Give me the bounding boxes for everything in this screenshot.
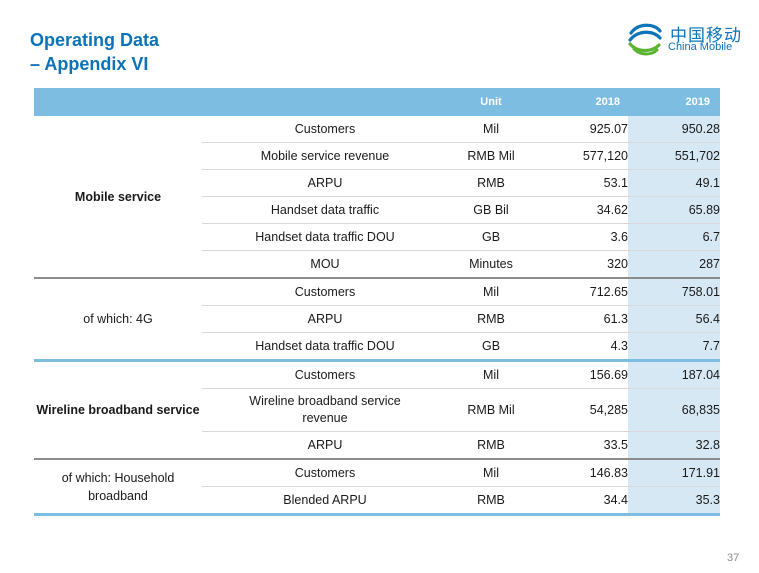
group-label-wireline-broadband: Wireline broadband service xyxy=(34,359,202,460)
value-2019: 551,702 xyxy=(628,142,720,170)
value-2018: 712.65 xyxy=(534,277,628,306)
value-2018: 34.4 xyxy=(534,486,628,516)
value-2019: 950.28 xyxy=(628,116,720,143)
table-header-row: Unit 2018 2019 xyxy=(34,88,720,116)
value-2019: 56.4 xyxy=(628,305,720,333)
unit-cell: Mil xyxy=(448,458,534,487)
metric-label: Handset data traffic DOU xyxy=(202,332,448,361)
unit-cell: Mil xyxy=(448,116,534,143)
value-2019: 32.8 xyxy=(628,431,720,460)
table-row: ARPU RMB 61.3 56.4 xyxy=(34,305,720,333)
table-row: of which: Household broadband Customers … xyxy=(34,458,720,516)
table-row: of which: 4G Customers Mil 712.65 758.01 xyxy=(34,277,720,361)
metric-label: Customers xyxy=(202,277,448,306)
metric-label: Handset data traffic xyxy=(202,196,448,224)
page-title-line1: Operating Data xyxy=(30,30,160,50)
logo-chinese-text: 中国移动 xyxy=(670,26,742,46)
header-2019: 2019 xyxy=(628,88,720,116)
value-2018: 4.3 xyxy=(534,332,628,361)
table-row: Blended ARPU RMB 34.4 35.3 xyxy=(34,486,720,516)
value-2018: 53.1 xyxy=(534,169,628,197)
value-2019: 6.7 xyxy=(628,223,720,251)
table-row: MOU Minutes 320 287 xyxy=(34,250,720,279)
unit-cell: RMB Mil xyxy=(448,388,534,432)
value-2018: 577,120 xyxy=(534,142,628,170)
page-number: 37 xyxy=(727,552,740,564)
value-2019: 65.89 xyxy=(628,196,720,224)
unit-cell: RMB xyxy=(448,486,534,516)
value-2018: 34.62 xyxy=(534,196,628,224)
metric-label: Blended ARPU xyxy=(202,486,448,516)
group-label-household-broadband: of which: Household broadband xyxy=(34,458,202,516)
value-2019: 35.3 xyxy=(628,486,720,516)
header-blank xyxy=(34,88,202,116)
unit-cell: RMB Mil xyxy=(448,142,534,170)
value-2018: 54,285 xyxy=(534,388,628,432)
header-unit: Unit xyxy=(448,88,534,116)
value-2018: 61.3 xyxy=(534,305,628,333)
value-2018: 320 xyxy=(534,250,628,279)
metric-label: ARPU xyxy=(202,431,448,460)
unit-cell: GB xyxy=(448,223,534,251)
metric-label: Customers xyxy=(202,458,448,487)
china-mobile-logo: 中国移动 China Mobile xyxy=(626,19,741,59)
table-row: Wireline broadband service revenue RMB M… xyxy=(34,388,720,432)
table-row: Mobile service Customers Mil 925.07 950.… xyxy=(34,116,720,279)
metric-label: Customers xyxy=(202,359,448,389)
value-2019: 187.04 xyxy=(628,359,720,389)
page-title: Operating Data – Appendix VI xyxy=(30,28,159,76)
unit-cell: Mil xyxy=(448,277,534,306)
table-row: Handset data traffic GB Bil 34.62 65.89 xyxy=(34,196,720,224)
metric-label: Wireline broadband service revenue xyxy=(202,388,448,432)
value-2019: 68,835 xyxy=(628,388,720,432)
unit-cell: GB xyxy=(448,332,534,361)
group-label-4g: of which: 4G xyxy=(34,277,202,361)
table-row: Handset data traffic DOU GB 4.3 7.7 xyxy=(34,332,720,361)
header-2018: 2018 xyxy=(534,88,628,116)
unit-cell: RMB xyxy=(448,305,534,333)
group-label-mobile-service: Mobile service xyxy=(34,116,202,279)
unit-cell: Mil xyxy=(448,359,534,389)
value-2019: 287 xyxy=(628,250,720,279)
metric-label: ARPU xyxy=(202,305,448,333)
value-2019: 49.1 xyxy=(628,169,720,197)
value-2018: 3.6 xyxy=(534,223,628,251)
operating-data-table: Unit 2018 2019 Mobile service Customers … xyxy=(34,88,720,516)
logo-english-text: China Mobile xyxy=(668,41,733,53)
value-2019: 171.91 xyxy=(628,458,720,487)
unit-cell: Minutes xyxy=(448,250,534,279)
unit-cell: GB Bil xyxy=(448,196,534,224)
unit-cell: RMB xyxy=(448,169,534,197)
value-2018: 156.69 xyxy=(534,359,628,389)
table-row: Mobile service revenue RMB Mil 577,120 5… xyxy=(34,142,720,170)
value-2019: 758.01 xyxy=(628,277,720,306)
value-2018: 146.83 xyxy=(534,458,628,487)
unit-cell: RMB xyxy=(448,431,534,460)
value-2018: 925.07 xyxy=(534,116,628,143)
table-row: Wireline broadband service Customers Mil… xyxy=(34,359,720,460)
metric-label: Mobile service revenue xyxy=(202,142,448,170)
header-blank xyxy=(202,88,448,116)
page-title-line2: – Appendix VI xyxy=(30,54,149,74)
value-2018: 33.5 xyxy=(534,431,628,460)
table-row: ARPU RMB 53.1 49.1 xyxy=(34,169,720,197)
metric-label: MOU xyxy=(202,250,448,279)
metric-label: Handset data traffic DOU xyxy=(202,223,448,251)
metric-label: ARPU xyxy=(202,169,448,197)
table-row: Handset data traffic DOU GB 3.6 6.7 xyxy=(34,223,720,251)
metric-label: Customers xyxy=(202,116,448,143)
china-mobile-swirl-icon xyxy=(628,23,662,56)
value-2019: 7.7 xyxy=(628,332,720,361)
